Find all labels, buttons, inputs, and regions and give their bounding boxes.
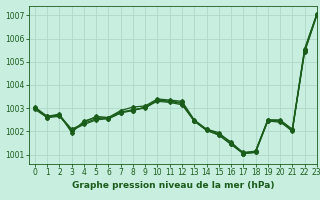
- X-axis label: Graphe pression niveau de la mer (hPa): Graphe pression niveau de la mer (hPa): [72, 181, 274, 190]
